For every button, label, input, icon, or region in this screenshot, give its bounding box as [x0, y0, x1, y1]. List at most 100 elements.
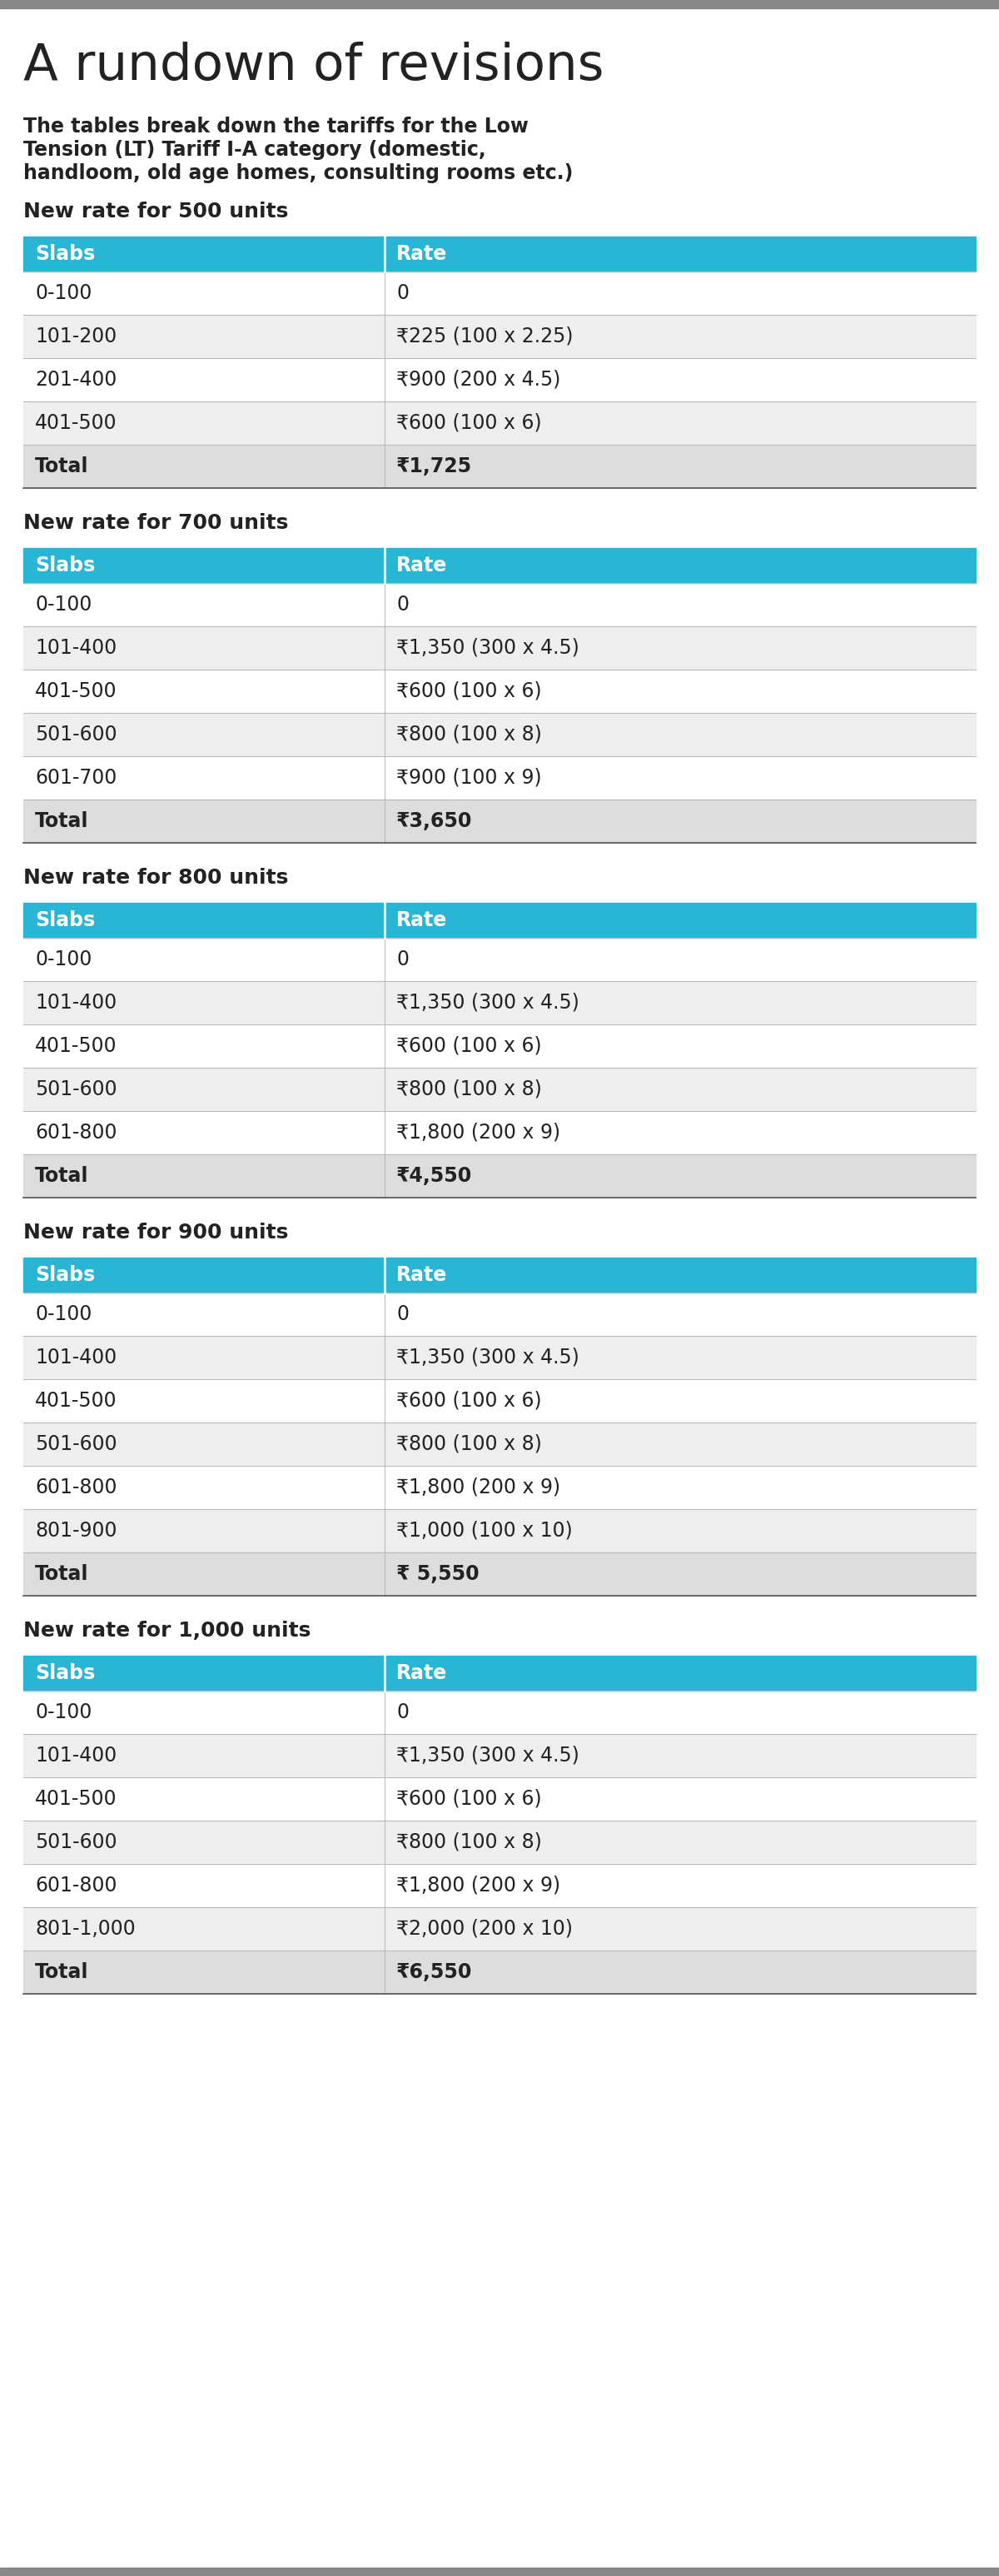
Text: 201-400: 201-400: [35, 371, 117, 389]
Bar: [23, 1734, 976, 1777]
Bar: [23, 1690, 976, 1734]
Bar: [23, 237, 976, 270]
Text: ₹800 (100 x 8): ₹800 (100 x 8): [397, 1832, 541, 1852]
Text: New rate for 800 units: New rate for 800 units: [23, 868, 289, 889]
Text: 0: 0: [397, 283, 409, 304]
Bar: [23, 549, 976, 582]
Text: 101-400: 101-400: [35, 1347, 117, 1368]
Text: Total: Total: [35, 1963, 89, 1981]
Text: 601-700: 601-700: [35, 768, 117, 788]
Bar: [23, 757, 976, 799]
Text: 801-1,000: 801-1,000: [35, 1919, 136, 1940]
Text: ₹600 (100 x 6): ₹600 (100 x 6): [397, 1788, 541, 1808]
Bar: [23, 446, 976, 487]
Text: ₹800 (100 x 8): ₹800 (100 x 8): [397, 1435, 541, 1455]
Text: 0: 0: [397, 595, 409, 616]
Bar: [23, 1110, 976, 1154]
Text: 0-100: 0-100: [35, 951, 92, 969]
Bar: [23, 1777, 976, 1821]
Text: Total: Total: [35, 1564, 89, 1584]
Text: 101-400: 101-400: [35, 1747, 117, 1765]
Text: Rate: Rate: [397, 556, 448, 574]
Text: ₹800 (100 x 8): ₹800 (100 x 8): [397, 724, 541, 744]
Bar: [23, 981, 976, 1025]
Text: ₹900 (200 x 4.5): ₹900 (200 x 4.5): [397, 371, 560, 389]
Text: Total: Total: [35, 456, 89, 477]
Bar: [23, 1293, 976, 1337]
Text: 601-800: 601-800: [35, 1875, 117, 1896]
Text: ₹600 (100 x 6): ₹600 (100 x 6): [397, 412, 541, 433]
Text: The tables break down the tariffs for the Low: The tables break down the tariffs for th…: [23, 116, 528, 137]
Text: ₹1,800 (200 x 9): ₹1,800 (200 x 9): [397, 1875, 560, 1896]
Text: Rate: Rate: [397, 909, 448, 930]
Text: 0: 0: [397, 951, 409, 969]
Text: 0-100: 0-100: [35, 595, 92, 616]
Bar: [23, 1337, 976, 1378]
Text: 0: 0: [397, 1703, 409, 1723]
Text: ₹1,350 (300 x 4.5): ₹1,350 (300 x 4.5): [397, 639, 579, 657]
Text: 401-500: 401-500: [35, 1036, 117, 1056]
Text: 401-500: 401-500: [35, 680, 117, 701]
Text: 401-500: 401-500: [35, 412, 117, 433]
Text: ₹1,800 (200 x 9): ₹1,800 (200 x 9): [397, 1479, 560, 1497]
Bar: [23, 626, 976, 670]
Bar: [23, 670, 976, 714]
Bar: [23, 358, 976, 402]
Text: New rate for 500 units: New rate for 500 units: [23, 201, 289, 222]
Text: ₹1,350 (300 x 4.5): ₹1,350 (300 x 4.5): [397, 1347, 579, 1368]
Text: ₹1,350 (300 x 4.5): ₹1,350 (300 x 4.5): [397, 1747, 579, 1765]
Text: ₹1,725: ₹1,725: [397, 456, 473, 477]
Text: New rate for 900 units: New rate for 900 units: [23, 1224, 289, 1242]
Text: ₹1,350 (300 x 4.5): ₹1,350 (300 x 4.5): [397, 992, 579, 1012]
Text: New rate for 1,000 units: New rate for 1,000 units: [23, 1620, 311, 1641]
Text: 501-600: 501-600: [35, 1832, 117, 1852]
Bar: [23, 1950, 976, 1994]
Bar: [23, 714, 976, 757]
Bar: [23, 938, 976, 981]
Text: 501-600: 501-600: [35, 1435, 117, 1455]
Text: Total: Total: [35, 1167, 89, 1185]
Text: New rate for 700 units: New rate for 700 units: [23, 513, 289, 533]
Text: ₹2,000 (200 x 10): ₹2,000 (200 x 10): [397, 1919, 572, 1940]
Text: 101-200: 101-200: [35, 327, 117, 345]
Text: Total: Total: [35, 811, 89, 832]
Text: 401-500: 401-500: [35, 1788, 117, 1808]
Text: 0-100: 0-100: [35, 283, 92, 304]
Text: ₹600 (100 x 6): ₹600 (100 x 6): [397, 680, 541, 701]
Bar: [23, 1865, 976, 1906]
Text: 401-500: 401-500: [35, 1391, 117, 1412]
Bar: [23, 1466, 976, 1510]
Bar: [23, 1656, 976, 1690]
Text: Tension (LT) Tariff I-A category (domestic,: Tension (LT) Tariff I-A category (domest…: [23, 139, 486, 160]
Text: Rate: Rate: [397, 1265, 448, 1285]
Bar: [23, 1378, 976, 1422]
Bar: [0, 0, 999, 8]
Text: Slabs: Slabs: [35, 1265, 95, 1285]
Text: ₹ 5,550: ₹ 5,550: [397, 1564, 480, 1584]
Text: 601-800: 601-800: [35, 1479, 117, 1497]
Text: ₹6,550: ₹6,550: [397, 1963, 473, 1981]
Text: A rundown of revisions: A rundown of revisions: [23, 41, 604, 90]
Bar: [23, 270, 976, 314]
Text: ₹4,550: ₹4,550: [397, 1167, 473, 1185]
Text: Rate: Rate: [397, 1664, 448, 1682]
Text: ₹1,800 (200 x 9): ₹1,800 (200 x 9): [397, 1123, 560, 1144]
Bar: [23, 1510, 976, 1553]
Text: 101-400: 101-400: [35, 639, 117, 657]
Text: ₹225 (100 x 2.25): ₹225 (100 x 2.25): [397, 327, 573, 345]
Bar: [23, 1066, 976, 1110]
Bar: [23, 1553, 976, 1595]
Bar: [23, 402, 976, 446]
Text: Slabs: Slabs: [35, 1664, 95, 1682]
Text: 101-400: 101-400: [35, 992, 117, 1012]
Text: 0: 0: [397, 1303, 409, 1324]
Text: 0-100: 0-100: [35, 1703, 92, 1723]
Bar: [23, 799, 976, 842]
Text: 501-600: 501-600: [35, 724, 117, 744]
Text: ₹600 (100 x 6): ₹600 (100 x 6): [397, 1036, 541, 1056]
Bar: [23, 1422, 976, 1466]
Text: 801-900: 801-900: [35, 1520, 117, 1540]
Text: Slabs: Slabs: [35, 909, 95, 930]
Text: 0-100: 0-100: [35, 1303, 92, 1324]
Bar: [23, 902, 976, 938]
